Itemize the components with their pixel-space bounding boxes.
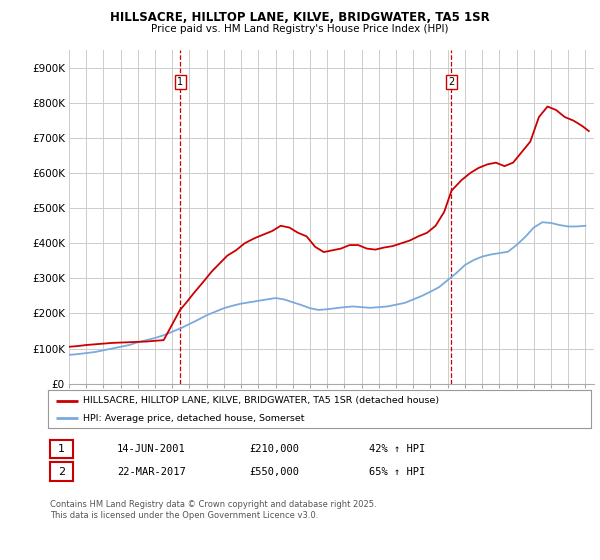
Text: 22-MAR-2017: 22-MAR-2017 — [117, 466, 186, 477]
Text: 1: 1 — [58, 444, 65, 454]
Text: 2: 2 — [448, 77, 455, 87]
Text: HPI: Average price, detached house, Somerset: HPI: Average price, detached house, Some… — [83, 414, 305, 423]
Text: 1: 1 — [177, 77, 183, 87]
Text: HILLSACRE, HILLTOP LANE, KILVE, BRIDGWATER, TA5 1SR: HILLSACRE, HILLTOP LANE, KILVE, BRIDGWAT… — [110, 11, 490, 24]
Text: £210,000: £210,000 — [249, 444, 299, 454]
Text: 65% ↑ HPI: 65% ↑ HPI — [369, 466, 425, 477]
Text: Price paid vs. HM Land Registry's House Price Index (HPI): Price paid vs. HM Land Registry's House … — [151, 24, 449, 34]
Text: HILLSACRE, HILLTOP LANE, KILVE, BRIDGWATER, TA5 1SR (detached house): HILLSACRE, HILLTOP LANE, KILVE, BRIDGWAT… — [83, 396, 439, 405]
Text: Contains HM Land Registry data © Crown copyright and database right 2025.
This d: Contains HM Land Registry data © Crown c… — [50, 500, 376, 520]
Text: £550,000: £550,000 — [249, 466, 299, 477]
Text: 14-JUN-2001: 14-JUN-2001 — [117, 444, 186, 454]
Text: 42% ↑ HPI: 42% ↑ HPI — [369, 444, 425, 454]
Text: 2: 2 — [58, 466, 65, 477]
